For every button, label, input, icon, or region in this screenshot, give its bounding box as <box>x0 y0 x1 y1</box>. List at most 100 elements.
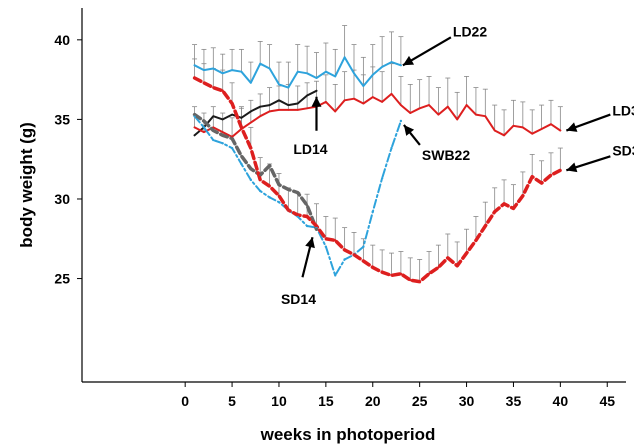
data-point <box>212 67 215 70</box>
y-tick-label: 35 <box>54 111 70 127</box>
data-point <box>512 207 515 210</box>
x-tick-label: 35 <box>506 393 522 409</box>
data-point <box>296 191 299 194</box>
data-point <box>315 77 318 79</box>
data-point <box>249 110 252 113</box>
series-label-ld22: LD22 <box>453 23 487 39</box>
data-point <box>259 105 262 108</box>
data-point <box>231 113 233 116</box>
data-point <box>540 128 543 130</box>
data-point <box>550 123 552 126</box>
data-point <box>324 100 327 103</box>
data-point <box>193 113 196 116</box>
data-point <box>484 224 487 228</box>
data-point <box>315 89 318 92</box>
data-point <box>221 131 224 134</box>
series-line-sd39 <box>192 76 563 284</box>
data-point <box>249 121 252 124</box>
data-point <box>306 72 309 75</box>
series-line-ld39 <box>193 92 562 138</box>
data-point <box>399 119 403 123</box>
data-point <box>409 278 412 282</box>
data-point <box>296 102 299 105</box>
x-tick-label: 5 <box>228 393 236 409</box>
data-point <box>221 72 224 75</box>
data-point <box>221 89 224 92</box>
x-tick-label: 20 <box>365 393 381 409</box>
series-label-ld14: LD14 <box>293 141 327 157</box>
data-point <box>240 162 243 166</box>
data-point <box>455 264 459 268</box>
data-point <box>249 81 252 84</box>
data-point <box>428 104 430 106</box>
data-point <box>502 202 506 205</box>
x-tick-label: 30 <box>459 393 475 409</box>
data-point <box>315 228 318 231</box>
data-point <box>202 126 206 129</box>
data-point <box>306 94 309 97</box>
x-tick-label: 25 <box>412 393 428 409</box>
data-point <box>512 124 515 127</box>
y-tick-label: 30 <box>54 191 70 207</box>
series-label-sd14: SD14 <box>281 291 316 307</box>
data-point <box>559 169 562 172</box>
arrow-head <box>566 162 578 173</box>
data-point <box>380 270 384 274</box>
data-point <box>409 112 412 114</box>
data-point <box>343 99 346 102</box>
data-point <box>240 128 243 130</box>
data-point <box>212 126 215 129</box>
data-point <box>484 115 487 118</box>
x-tick-label: 10 <box>271 393 287 409</box>
data-point <box>540 181 543 185</box>
data-point <box>268 164 271 167</box>
data-point <box>240 70 243 73</box>
data-point <box>362 85 365 87</box>
data-point <box>324 237 328 240</box>
data-point <box>380 177 384 180</box>
data-point <box>334 75 337 78</box>
data-point <box>334 274 337 277</box>
data-point <box>334 110 337 113</box>
x-axis-title: weeks in photoperiod <box>260 425 436 444</box>
data-point <box>362 245 365 248</box>
data-point <box>230 146 234 150</box>
data-point <box>334 239 337 242</box>
data-point <box>437 113 440 116</box>
data-point <box>287 108 290 111</box>
data-point <box>259 178 262 182</box>
data-point <box>371 266 374 269</box>
data-point <box>268 110 271 113</box>
data-point <box>221 142 224 145</box>
data-point <box>352 253 356 256</box>
y-tick-label: 40 <box>54 32 70 48</box>
data-point <box>249 146 253 150</box>
data-point <box>390 146 393 150</box>
data-point <box>230 102 234 105</box>
data-point <box>559 129 562 132</box>
data-point <box>193 126 196 129</box>
data-point <box>296 70 299 73</box>
data-point <box>399 272 403 275</box>
data-point <box>221 118 224 121</box>
data-point <box>259 62 262 65</box>
y-tick-label: 25 <box>54 271 70 287</box>
data-point <box>474 239 478 242</box>
data-point <box>353 97 355 100</box>
arrow-head <box>566 122 578 132</box>
data-point <box>493 210 496 213</box>
data-point <box>193 76 196 80</box>
data-point <box>343 258 346 261</box>
data-point <box>418 280 421 283</box>
data-point <box>277 200 281 204</box>
data-point <box>296 213 299 217</box>
arrow-head <box>305 237 315 249</box>
data-point <box>399 104 402 106</box>
series-line-ld14 <box>193 89 318 137</box>
data-point <box>268 67 271 70</box>
data-point <box>305 215 309 218</box>
data-point <box>193 134 196 137</box>
data-point <box>287 86 290 89</box>
data-point <box>493 129 496 132</box>
